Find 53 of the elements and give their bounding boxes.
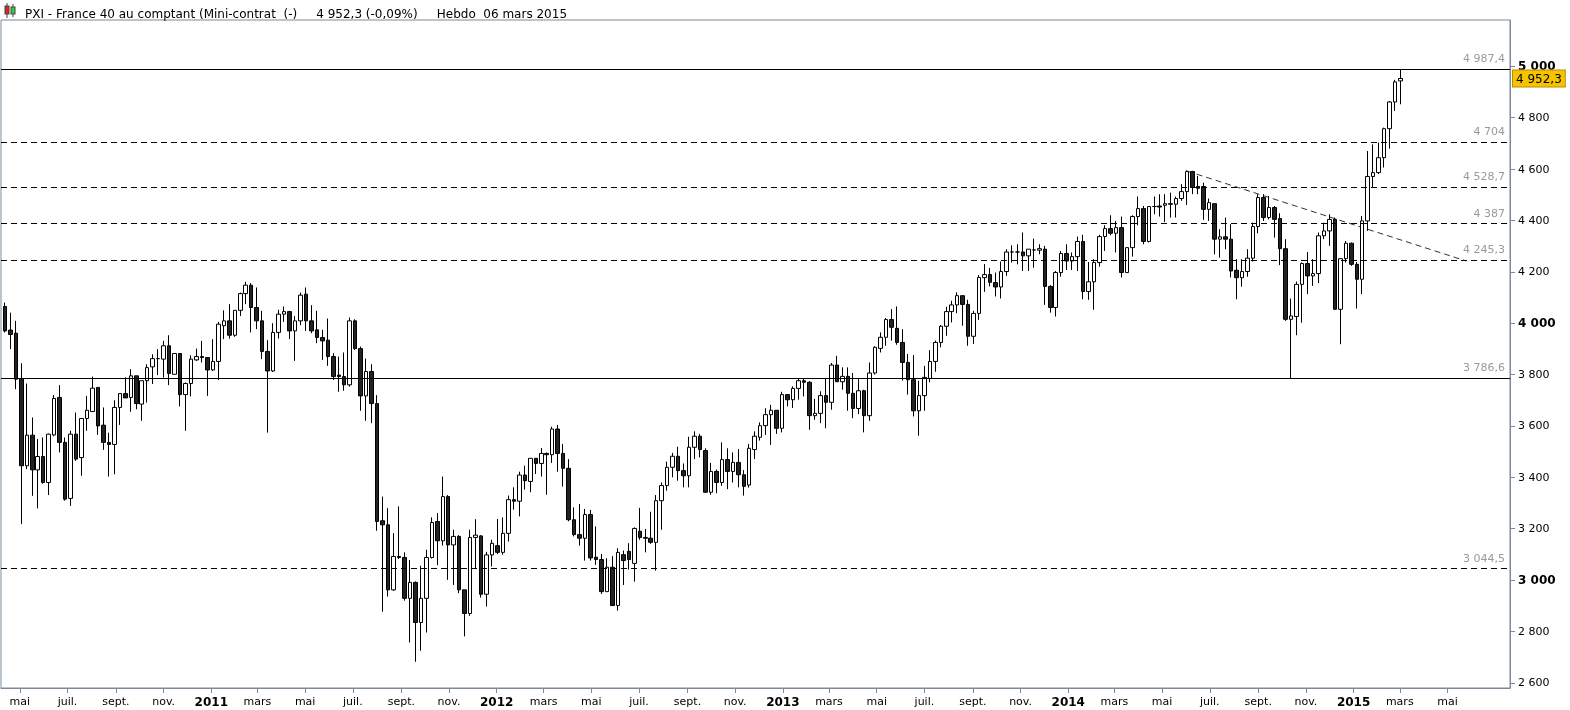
ref-line-label: 4 387	[1473, 206, 1505, 220]
x-tick-label: 2012	[480, 695, 514, 709]
y-tick-label: 4 200	[1518, 265, 1550, 279]
x-tick-label: mars	[1385, 695, 1414, 708]
x-tick-label: sept.	[102, 695, 130, 708]
x-tick-label: juil.	[913, 695, 935, 708]
x-tick-label: sept.	[387, 695, 415, 708]
x-tick-label: juil.	[342, 695, 363, 708]
ref-line-label: 4 704	[1473, 125, 1505, 139]
ref-line-label: 4 528,7	[1463, 170, 1505, 184]
x-tick-label: mars	[815, 695, 844, 708]
x-tick-label: mai	[1437, 695, 1458, 708]
x-tick-label: 2014	[1051, 695, 1085, 709]
y-tick-label: 4 800	[1518, 111, 1550, 125]
text: 4 952,3	[1516, 71, 1562, 86]
x-tick-label: sept.	[1244, 695, 1272, 708]
x-tick-label: sept.	[673, 695, 702, 708]
x-tick-label: sept.	[959, 695, 987, 708]
y-tick-label: 5 000	[1518, 59, 1556, 74]
x-tick-label: mai	[866, 695, 887, 708]
x-tick-label: mars	[1100, 695, 1129, 708]
y-tick-label: 2 800	[1518, 624, 1550, 638]
ref-line-label: 4 987,4	[1463, 52, 1505, 66]
y-tick-label: 2 600	[1518, 676, 1550, 690]
x-tick-label: mars	[243, 695, 272, 708]
x-tick-label: 2013	[766, 695, 800, 709]
x-tick-label: juil.	[56, 695, 78, 708]
ref-line-label: 3 044,5	[1463, 551, 1505, 565]
x-tick-label: mars	[529, 695, 558, 708]
x-tick-label: mai	[581, 695, 602, 708]
chart-title: PXI - France 40 au comptant (Mini-contrat (-) 4 952,3 (-0,09%) Hebdo 06 mars 2015	[25, 7, 568, 21]
y-tick-label: 3 800	[1518, 368, 1550, 382]
y-tick-label: 3 000	[1518, 573, 1556, 588]
ref-line-label: 4 245,3	[1463, 243, 1505, 257]
x-tick-label: 2015	[1336, 695, 1371, 709]
ref-line-label: 3 786,6	[1463, 361, 1505, 374]
y-tick-label: 4 600	[1518, 162, 1550, 176]
x-tick-label: juil.	[1198, 695, 1220, 708]
x-tick-label: nov.	[1294, 695, 1318, 708]
x-tick-label: 2011	[194, 695, 229, 709]
y-tick-label: 3 600	[1518, 419, 1550, 433]
x-tick-label: nov.	[152, 695, 176, 708]
x-tick-label: nov.	[437, 695, 461, 708]
x-tick-label: mai	[1151, 695, 1173, 708]
y-tick-label: 4 400	[1518, 213, 1550, 227]
x-tick-label: mai	[9, 695, 31, 708]
x-tick-label: nov.	[723, 695, 747, 708]
x-tick-label: mai	[294, 695, 316, 708]
x-tick-label: juil.	[628, 695, 649, 708]
y-tick-label: 3 400	[1518, 470, 1550, 484]
y-tick-label: 3 200	[1518, 522, 1550, 536]
y-tick-label: 4 000	[1518, 316, 1556, 331]
x-tick-label: nov.	[1009, 695, 1032, 708]
